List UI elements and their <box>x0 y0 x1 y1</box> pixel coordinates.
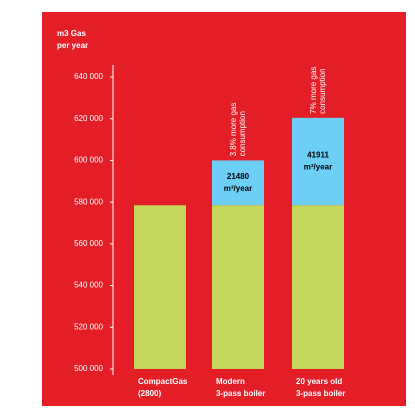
y-title: m3 Gas <box>57 29 86 38</box>
x-tick-label: CompactGas <box>138 377 188 386</box>
x-tick-label: (2800) <box>138 389 161 398</box>
y-tick-label: 620 000 <box>74 114 103 123</box>
bar <box>292 117 344 206</box>
value-unit: m³/year <box>304 163 332 172</box>
y-title: per year <box>57 41 88 50</box>
y-tick-label: 640 000 <box>74 72 103 81</box>
annotation: 7% more gas <box>309 67 318 114</box>
y-tick-label: 520 000 <box>74 322 103 331</box>
bar <box>212 160 264 206</box>
y-tick-label: 540 000 <box>74 281 103 290</box>
x-tick-label: 20 years old <box>296 377 342 386</box>
annotation: consumption <box>238 111 247 156</box>
value-label: 41911 <box>307 151 329 160</box>
x-tick-label: Modern <box>216 377 245 386</box>
y-tick-label: 560 000 <box>74 239 103 248</box>
y-tick-label: 580 000 <box>74 197 103 206</box>
y-tick-label: 600 000 <box>74 156 103 165</box>
bar <box>134 205 186 369</box>
annotation: consumption <box>318 68 327 113</box>
annotation: 3.8% more gas <box>229 103 238 157</box>
x-tick-label: 3-pass boiler <box>296 389 345 398</box>
bar <box>212 205 264 369</box>
bar <box>292 205 344 369</box>
value-label: 21480 <box>227 172 250 181</box>
y-tick-label: 500 000 <box>74 364 103 373</box>
x-tick-label: 3-pass boiler <box>216 389 265 398</box>
value-unit: m³/year <box>224 184 252 193</box>
